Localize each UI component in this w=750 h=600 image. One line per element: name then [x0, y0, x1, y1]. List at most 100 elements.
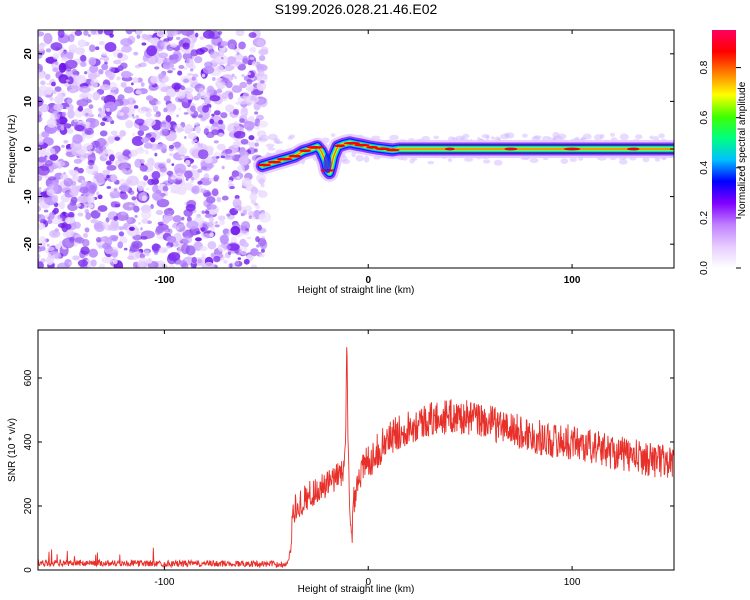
noise-blob	[38, 222, 46, 230]
noise-blob	[249, 46, 257, 53]
noise-blob	[178, 107, 182, 111]
noise-blob	[114, 136, 120, 141]
noise-blob	[141, 137, 150, 144]
noise-blob	[84, 127, 94, 136]
noise-blob	[117, 94, 125, 101]
noise-blob	[246, 236, 252, 240]
noise-blob	[194, 56, 203, 64]
noise-blob	[120, 81, 127, 88]
noise-blob	[101, 117, 108, 122]
faint-blob	[542, 136, 551, 140]
noise-blob	[88, 184, 97, 194]
noise-blob	[196, 91, 208, 99]
snr-y-label: SNR (10 * v/v)	[7, 418, 18, 482]
colorbar-tick-label: 0.6	[699, 110, 710, 124]
noise-blob	[143, 249, 150, 257]
noise-blob	[174, 163, 187, 175]
noise-blob	[224, 64, 234, 72]
noise-blob	[216, 77, 222, 82]
noise-blob	[248, 210, 255, 217]
noise-blob	[191, 185, 200, 195]
noise-blob	[80, 246, 90, 255]
noise-blob	[183, 208, 193, 217]
ridge-peak	[343, 141, 361, 145]
noise-blob	[181, 236, 193, 244]
noise-blob	[256, 39, 265, 47]
noise-blob	[77, 212, 84, 217]
noise-blob	[132, 242, 140, 248]
y-tick-label: 200	[23, 497, 34, 514]
noise-blob	[128, 204, 133, 208]
noise-blob	[144, 149, 149, 155]
noise-blob	[46, 243, 50, 247]
noise-blob	[108, 154, 115, 162]
noise-blob	[168, 265, 176, 268]
noise-blob	[230, 225, 241, 236]
noise-blob	[200, 227, 206, 232]
noise-blob	[173, 83, 181, 93]
noise-blob	[131, 135, 145, 147]
noise-blob	[237, 257, 242, 261]
noise-blob	[44, 73, 51, 80]
noise-blob	[104, 41, 117, 53]
noise-blob	[234, 260, 240, 266]
colorbar-tick-label: 0.0	[699, 261, 710, 275]
noise-blob	[120, 38, 133, 47]
noise-blob	[158, 52, 169, 59]
noise-blob	[38, 187, 42, 190]
noise-blob	[88, 248, 98, 258]
noise-blob	[165, 115, 172, 123]
noise-blob	[38, 175, 43, 182]
noise-scatter	[38, 30, 674, 268]
noise-blob	[98, 69, 104, 75]
noise-blob	[92, 81, 98, 89]
noise-blob	[178, 65, 185, 70]
noise-blob	[218, 215, 226, 221]
noise-blob	[150, 137, 156, 143]
noise-blob	[175, 180, 181, 185]
y-tick-label: 20	[23, 48, 34, 60]
noise-blob	[243, 205, 253, 212]
faint-blob	[649, 135, 654, 140]
noise-blob	[221, 92, 228, 99]
noise-blob	[38, 141, 44, 145]
noise-blob	[40, 103, 50, 113]
noise-blob	[46, 189, 55, 197]
noise-blob	[105, 160, 112, 166]
snr-frame	[37, 329, 675, 571]
noise-blob	[44, 174, 49, 180]
noise-blob	[120, 193, 129, 200]
noise-blob	[76, 203, 81, 207]
noise-blob	[77, 259, 88, 267]
noise-blob	[97, 205, 108, 212]
noise-blob	[62, 231, 74, 238]
noise-blob	[171, 67, 176, 71]
noise-blob	[118, 231, 125, 237]
noise-blob	[127, 255, 134, 260]
noise-blob	[168, 144, 175, 150]
noise-blob	[105, 107, 110, 112]
noise-blob	[120, 211, 127, 216]
noise-blob	[131, 82, 134, 86]
noise-blob	[118, 162, 131, 172]
ridge-peak	[267, 160, 282, 164]
noise-blob	[138, 185, 144, 192]
noise-blob	[184, 170, 193, 179]
faint-blob	[481, 133, 490, 139]
faint-blob	[464, 157, 474, 162]
noise-blob	[119, 183, 130, 193]
noise-blob	[81, 179, 85, 184]
faint-blob	[529, 157, 539, 163]
noise-blob	[154, 152, 158, 157]
noise-blob	[191, 256, 197, 264]
noise-blob	[141, 42, 147, 46]
noise-blob	[154, 228, 162, 235]
faint-blob	[580, 136, 587, 140]
noise-blob	[171, 223, 177, 229]
noise-blob	[116, 76, 121, 81]
noise-blob	[141, 218, 149, 224]
noise-blob	[49, 229, 61, 238]
noise-blob	[68, 169, 74, 174]
noise-blob	[176, 114, 180, 118]
noise-blob	[48, 211, 55, 220]
